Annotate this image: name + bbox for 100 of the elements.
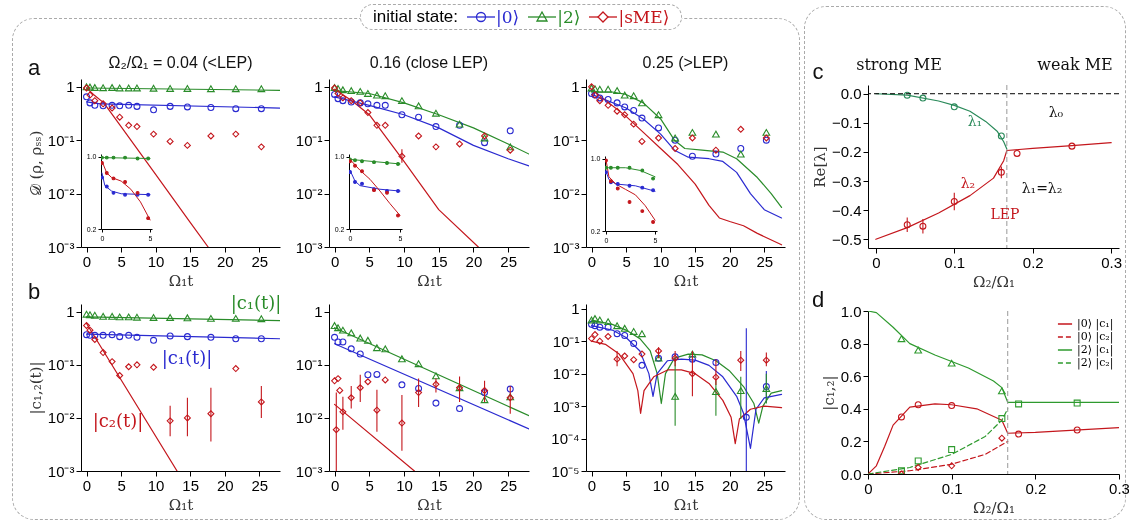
x-tick-label: 15 (430, 476, 448, 494)
x-tick-label: 0 (872, 253, 881, 271)
x-tick-label: 0 (330, 252, 340, 270)
annotation: |c₁(t)| (161, 346, 213, 368)
y-tick-label: −0.1 (831, 114, 862, 132)
x-axis-title: Ω₁t (673, 271, 699, 290)
x-tick-label: 20 (721, 252, 739, 270)
chart-title: 0.16 (close LEP) (369, 54, 489, 71)
y-tick-label: −0.3 (831, 172, 862, 190)
x-tick-label: 0.3 (1109, 479, 1130, 497)
x-tick-label: 25 (251, 252, 269, 270)
legend-label: |2⟩ |c₁| (1077, 343, 1114, 357)
y-tick-label: 10⁻² (552, 185, 580, 203)
y-tick-label: 0.6 (840, 367, 862, 385)
x-tick-label: 25 (756, 252, 774, 270)
x-tick-label: 0.2 (1022, 253, 1044, 271)
x-axis-title: Ω₂/Ω₁ (973, 272, 1015, 291)
y-tick-label: 0.2 (840, 432, 862, 450)
y-axis-title: |c₁,₂(t)| (26, 361, 45, 415)
y-tick-label: 10⁻⁵ (551, 462, 580, 480)
x-tick-label: 20 (465, 476, 483, 494)
y-tick-label: 10⁻³ (295, 238, 323, 256)
y-tick-label: −0.5 (831, 230, 862, 248)
x-tick-label: 10 (652, 476, 670, 494)
chart-title: 0.25 (>LEP) (642, 54, 729, 71)
x-tick-label: 0 (82, 476, 92, 494)
y-tick-label: 1 (571, 300, 580, 318)
y-tick-label: 1 (314, 303, 323, 321)
x-tick-label: 20 (721, 476, 739, 494)
y-tick-label: 0.0 (840, 465, 862, 483)
x-axis-title: Ω₁t (168, 271, 194, 290)
x-tick-label: 0 (82, 252, 92, 270)
x-tick-label: 0.3 (1101, 253, 1123, 271)
x-tick-label: 15 (687, 252, 705, 270)
y-tick-label: 1 (314, 78, 323, 96)
x-tick-label: 10 (396, 476, 413, 494)
x-axis-title: Ω₁t (673, 495, 699, 514)
y-tick-label: 10⁻² (552, 365, 580, 383)
x-axis-title: Ω₂/Ω₁ (973, 498, 1015, 517)
y-tick-label: 10⁻³ (552, 238, 580, 256)
x-tick-label: 20 (216, 476, 234, 494)
y-tick-label: 10⁻² (295, 185, 323, 203)
text: weak ME (1037, 54, 1113, 74)
annotation: λ₂ (960, 175, 976, 191)
y-axis-title: 𝒟 (ρ, ρₛₛ) (26, 130, 45, 197)
x-tick-label: 0 (330, 476, 340, 494)
y-tick-label: 10⁻² (47, 185, 75, 203)
y-tick-label: 10⁻¹ (47, 356, 75, 374)
x-tick-label: 0 (587, 252, 597, 270)
y-tick-label: −0.4 (831, 201, 862, 219)
x-tick-label: 5 (365, 476, 374, 494)
x-tick-label: 10 (396, 252, 413, 270)
annotation: λ₁=λ₂ (1021, 180, 1063, 196)
y-tick-label: 10⁻² (47, 409, 75, 427)
x-axis-title: Ω₁t (168, 495, 194, 514)
x-tick-label: 25 (756, 476, 774, 494)
y-tick-label: 10⁻¹ (552, 332, 580, 350)
legend-label: |sME⟩ (618, 7, 670, 27)
y-tick-label: 1 (66, 78, 75, 96)
y-tick-label: 10⁻³ (552, 397, 580, 415)
annotation: |c₁(t)| (230, 291, 282, 313)
legend-label: |0⟩ |c₂| (1077, 330, 1114, 344)
y-tick-label: 1 (571, 78, 580, 96)
y-tick-label: 1 (66, 303, 75, 321)
x-tick-label: 25 (500, 476, 518, 494)
x-tick-label: 20 (465, 252, 483, 270)
x-tick-label: 5 (622, 476, 631, 494)
legend-label: |0⟩ (496, 7, 520, 27)
text: b (27, 279, 41, 305)
text: d (811, 287, 825, 313)
legend-title: initial state: (373, 7, 459, 27)
x-tick-label: 10 (147, 252, 165, 270)
y-tick-label: 10⁻³ (295, 462, 323, 480)
annotation: LEP (990, 206, 1020, 222)
x-axis-title: Ω₁t (417, 271, 442, 290)
x-tick-label: 0.2 (1025, 479, 1047, 497)
x-tick-label: 20 (216, 252, 234, 270)
annotation: λ₁ (967, 113, 983, 129)
x-tick-label: 15 (182, 476, 200, 494)
annotation: |c₂(t)| (92, 409, 144, 431)
x-tick-label: 10 (147, 476, 165, 494)
y-tick-label: 1.0 (840, 302, 862, 320)
y-axis-title: Re[λ] (810, 146, 829, 188)
y-tick-label: 10⁻² (295, 409, 323, 427)
x-tick-label: 10 (652, 252, 670, 270)
text: a (27, 55, 41, 81)
y-tick-label: 0.4 (840, 400, 862, 418)
x-tick-label: 0 (864, 479, 873, 497)
x-tick-label: 25 (251, 476, 269, 494)
text: strong ME (856, 54, 942, 74)
x-tick-label: 0.1 (944, 253, 966, 271)
x-tick-label: 5 (622, 252, 631, 270)
x-tick-label: 15 (182, 252, 200, 270)
y-tick-label: 10⁻¹ (295, 131, 323, 149)
legend-label: |0⟩ |c₁| (1077, 317, 1114, 331)
y-tick-label: 10⁻¹ (295, 356, 323, 374)
y-tick-label: 10⁻⁴ (551, 430, 580, 448)
x-tick-label: 15 (430, 252, 448, 270)
y-tick-label: 10⁻³ (47, 238, 75, 256)
y-tick-label: 10⁻³ (47, 462, 75, 480)
